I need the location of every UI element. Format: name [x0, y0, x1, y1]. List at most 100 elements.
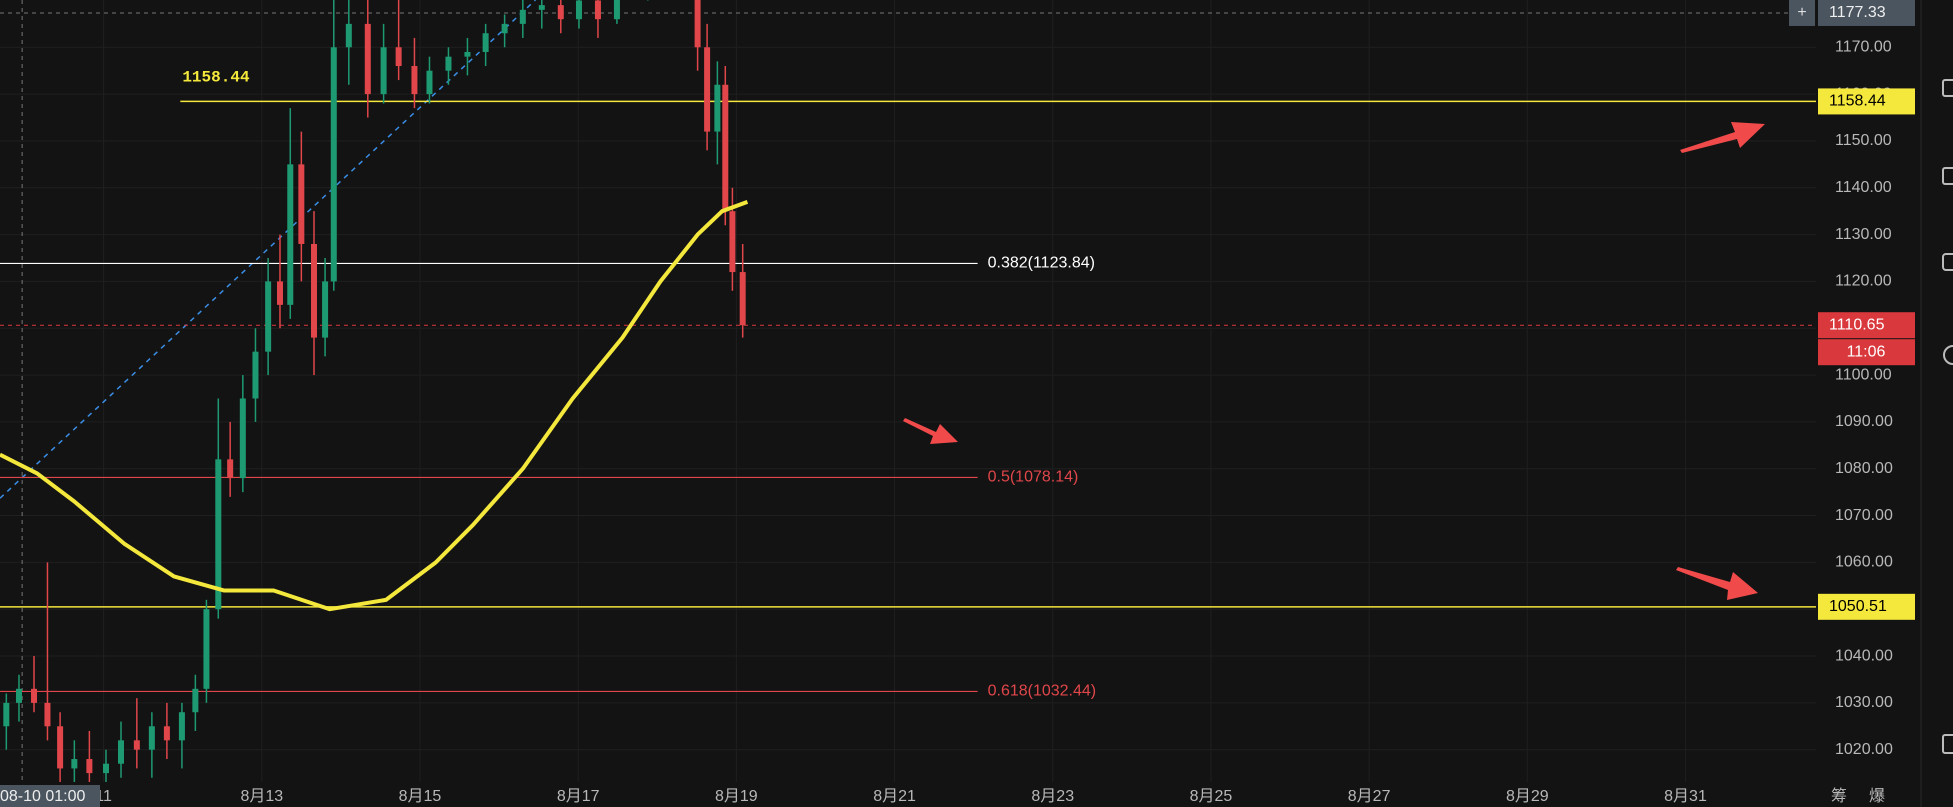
candle-body	[575, 0, 582, 20]
y-tick-label: 1030.00	[1835, 694, 1893, 711]
candle-body	[364, 23, 371, 95]
candle-body	[411, 66, 418, 95]
y-tick-label: 1070.00	[1835, 507, 1893, 524]
candle-body	[203, 609, 210, 689]
y-tick-label: 1170.00	[1835, 39, 1892, 56]
candle-body	[148, 726, 155, 750]
toolbar	[1942, 79, 1953, 754]
candle-body	[714, 84, 721, 132]
y-tick-label: 1020.00	[1835, 741, 1893, 758]
candle-body	[57, 726, 64, 769]
candle-body	[322, 281, 329, 338]
fib-label: 0.618(1032.44)	[988, 683, 1097, 700]
toolbar-icon[interactable]	[1942, 79, 1953, 97]
candle-body	[426, 70, 433, 95]
axis-label-box	[1818, 88, 1915, 115]
countdown-box	[1818, 339, 1915, 366]
x-tick-label: 8月15	[399, 788, 442, 805]
candle-body	[3, 702, 10, 727]
candle-body	[704, 47, 711, 132]
candle-body	[445, 56, 452, 71]
candle-body	[192, 688, 199, 713]
fib-label: 0.382(1123.84)	[988, 255, 1095, 272]
candle-body	[265, 281, 272, 352]
candle-body	[739, 272, 746, 326]
crosshair-plus: +	[1797, 4, 1806, 21]
candle-body	[538, 5, 545, 10]
x-tick-label: 8月17	[557, 788, 600, 805]
candle-body	[133, 740, 140, 750]
candle-body	[345, 23, 352, 48]
candle-body	[380, 47, 387, 95]
x-tick-label: 8月23	[1031, 788, 1074, 805]
x-tick-label: 8月27	[1348, 788, 1391, 805]
toolbar-icon[interactable]	[1942, 253, 1953, 271]
arrow	[1680, 122, 1765, 153]
candle-body	[519, 9, 526, 24]
candle-body	[694, 0, 701, 48]
arrow	[903, 418, 958, 444]
x-tick-label: 8月13	[240, 788, 283, 805]
axis-label: 1177.33	[1829, 4, 1886, 21]
candle-body	[594, 0, 601, 20]
candle-body	[227, 459, 234, 479]
candle-body	[252, 351, 259, 399]
axis-label: 1110.65	[1829, 316, 1885, 333]
candle-body	[276, 281, 283, 305]
arrow	[1676, 567, 1758, 600]
axis-label-box	[1818, 593, 1915, 620]
candle-body	[613, 0, 620, 20]
trendline	[0, 0, 536, 499]
y-tick-label: 1080.00	[1835, 460, 1893, 477]
axis-label-box	[1818, 312, 1915, 339]
candle-body	[482, 33, 489, 52]
candle-body	[71, 759, 78, 769]
y-tick-label: 1120.00	[1835, 273, 1892, 290]
x-tick-label: 8月21	[873, 788, 916, 805]
level-label: 1158.44	[182, 69, 250, 87]
candle-body	[102, 763, 109, 774]
crosshair-plus-box	[1789, 0, 1815, 26]
axis-label: 1158.44	[1829, 93, 1886, 110]
axis-label: 1050.51	[1829, 598, 1887, 615]
toolbar-icon[interactable]	[1942, 734, 1953, 754]
axis-label-box	[1818, 0, 1915, 26]
candle-body	[501, 23, 508, 34]
candle-body	[118, 740, 125, 764]
candle-body	[86, 759, 93, 774]
y-tick-label: 1130.00	[1835, 226, 1892, 243]
candle-body	[163, 726, 170, 741]
candle-body	[239, 398, 246, 479]
candle-body	[330, 47, 337, 282]
toolbar-icon[interactable]	[1943, 345, 1953, 365]
crosshair-x-label: 08-10 01:00	[0, 788, 86, 805]
candle-body	[722, 84, 729, 212]
candle-body	[31, 688, 38, 703]
countdown: 11:06	[1847, 343, 1886, 360]
y-tick-label: 1060.00	[1835, 554, 1893, 571]
x-tick-label: 8月19	[715, 788, 758, 805]
side-label: 爆	[1869, 786, 1885, 805]
x-tick-label: 8月25	[1190, 788, 1233, 805]
crosshair-x-box	[0, 785, 100, 807]
candle-body	[298, 164, 305, 244]
candle-body	[215, 459, 222, 610]
moving-average	[0, 199, 749, 612]
side-label: 筹	[1831, 787, 1847, 805]
y-tick-label: 1040.00	[1835, 647, 1893, 664]
candle-body	[395, 47, 402, 67]
candle-body	[44, 702, 51, 727]
toolbar-icon[interactable]	[1942, 167, 1953, 185]
candle-body	[287, 164, 294, 305]
candle-body	[311, 243, 318, 338]
y-tick-label: 1150.00	[1835, 132, 1892, 149]
x-tick-label: 8月29	[1506, 788, 1549, 805]
y-tick-label: 1100.00	[1835, 366, 1892, 383]
candle-body	[15, 688, 22, 703]
candle-body	[557, 5, 564, 20]
candle-body	[178, 712, 185, 741]
x-tick-label: 8月31	[1664, 788, 1707, 805]
y-tick-label: 1140.00	[1835, 179, 1892, 196]
candle-body	[729, 211, 736, 273]
